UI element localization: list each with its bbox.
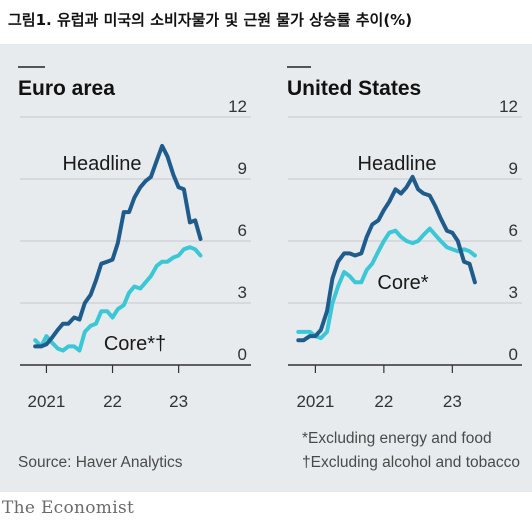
x-tick-label-us: 22 [374,392,393,411]
y-tick-label-euro: 12 [228,97,247,116]
y-tick-label-us: 9 [509,159,518,178]
y-tick-label-us: 12 [499,97,518,116]
page-title: 그림1. 유럽과 미국의 소비자물가 및 근원 물가 상승률 추이(%) [0,0,532,44]
y-tick-label-euro: 6 [238,221,247,240]
footnote-core-euro: †Excluding alcohol and tobacco [302,454,521,471]
y-tick-label-euro: 3 [238,283,247,302]
x-tick-label-euro: 23 [169,392,188,411]
x-tick-label-us: 23 [443,392,462,411]
core-line-us [296,226,477,341]
chart-panel: Euro area 12 9 6 3 0 2021 22 23 Headline Core*† Uni… [0,44,532,492]
core-line-euro [33,245,203,353]
x-tick-label-us: 2021 [296,392,334,411]
core-label-euro: Core*† [104,333,166,355]
y-tick-label-us: 0 [509,345,518,364]
headline-line-us [296,174,477,343]
y-tick-label-us: 3 [509,283,518,302]
chart-us: United States 12 9 6 3 0 2021 22 23 Headline Core* [287,66,522,411]
core-label-us: Core* [377,272,428,294]
chart-title-euro: Euro area [18,77,115,100]
economist-logo: The Economist [2,498,135,518]
charts-svg: Euro area 12 9 6 3 0 2021 22 23 Headline Core*† Uni… [18,66,522,411]
footer [0,492,532,520]
headline-label-us: Headline [358,153,437,175]
x-tick-label-euro: 22 [103,392,122,411]
y-tick-label-us: 6 [509,221,518,240]
y-tick-label-euro: 9 [238,159,247,178]
chart-euro: Euro area 12 9 6 3 0 2021 22 23 Headline Core*† [18,66,251,411]
headline-line-euro [33,143,203,349]
chart-title-us: United States [287,77,421,100]
source-note: Source: Haver Analytics [18,454,183,471]
footnote-core: *Excluding energy and food [302,430,492,447]
headline-label-euro: Headline [63,153,142,175]
y-tick-label-euro: 0 [238,345,247,364]
x-tick-label-euro: 2021 [28,392,66,411]
